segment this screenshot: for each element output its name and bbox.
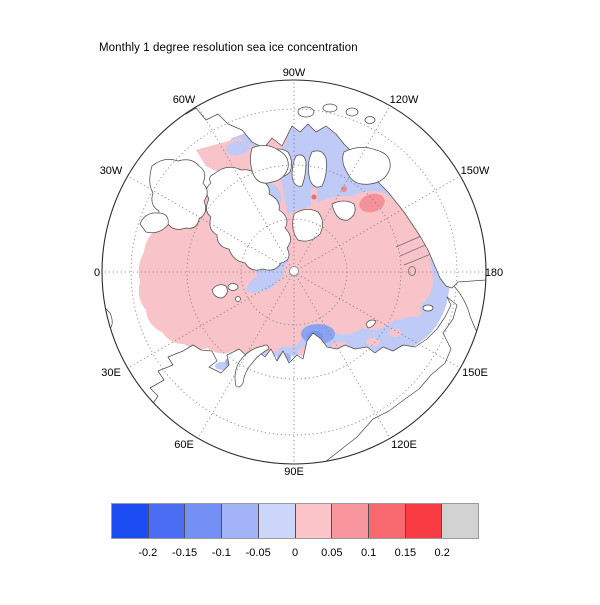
baffin-island (149, 158, 208, 230)
colorbar-cell (147, 504, 185, 538)
colorbar-tick-label: 0.05 (321, 547, 343, 559)
colorbar-tick-label: 0.1 (360, 547, 377, 559)
beaufort-positive-spot (359, 193, 385, 213)
colorbar-tick-label: -0.2 (138, 547, 158, 559)
colorbar-cell (184, 504, 222, 538)
lon-label-120w: 120W (390, 94, 419, 106)
colorbar-tick-label: -0.1 (211, 547, 231, 559)
colorbar-ticks: -0.2 -0.15 -0.1 -0.05 0 0.05 0.1 0.15 0.2 (111, 547, 479, 563)
dateline-marker (408, 266, 416, 276)
lon-label-30w: 30W (100, 165, 123, 177)
colorbar-tick-label: 0.2 (434, 547, 450, 559)
colorbar-cell (441, 504, 479, 538)
lon-label-150e: 150E (462, 367, 488, 379)
atlantic-hatched-region (138, 188, 316, 355)
colorbar-cell (221, 504, 258, 538)
colorbar-cell (367, 504, 405, 538)
lon-label-180: 180 (485, 267, 503, 279)
lon-label-60w: 60W (173, 94, 196, 106)
colorbar (111, 503, 479, 539)
lon-label-90w: 90W (283, 67, 306, 79)
colorbar-tick-label: 0 (291, 547, 299, 559)
page-title: Monthly 1 degree resolution sea ice conc… (99, 42, 358, 54)
lon-label-120e: 120E (391, 439, 417, 451)
britain (102, 306, 113, 332)
graticule (102, 80, 486, 464)
coastlines (102, 80, 486, 464)
colorbar-cell (404, 504, 442, 538)
channel-red-dot (311, 194, 317, 200)
colorbar-cell (257, 504, 295, 538)
lon-label-60e: 60E (174, 439, 194, 451)
greenland-land (206, 166, 291, 271)
colorbar-cell (112, 504, 148, 538)
pole-hole (289, 266, 299, 276)
colorbar-tick-label: -0.15 (172, 547, 198, 559)
caa-red-dot (341, 186, 347, 192)
lon-label-150w: 150W (461, 165, 490, 177)
colorbar-cells (112, 504, 479, 538)
novaya-zemlya (234, 344, 270, 388)
map-boundary-circle (101, 79, 487, 465)
lon-label-30e: 30E (101, 367, 121, 379)
colorbar-cell (331, 504, 368, 538)
lon-label-90e: 90E (284, 466, 304, 478)
longitude-labels: 90W 120W 150W 180 150E 120E 90E 60E 30E … (94, 67, 503, 478)
iceland (139, 212, 169, 234)
colorbar-tick-label: -0.05 (245, 547, 271, 559)
svalbard (211, 284, 228, 299)
lon-label-0: 0 (94, 267, 100, 279)
colorbar-cell (294, 504, 332, 538)
colorbar-tick-label: 0.15 (394, 547, 417, 559)
